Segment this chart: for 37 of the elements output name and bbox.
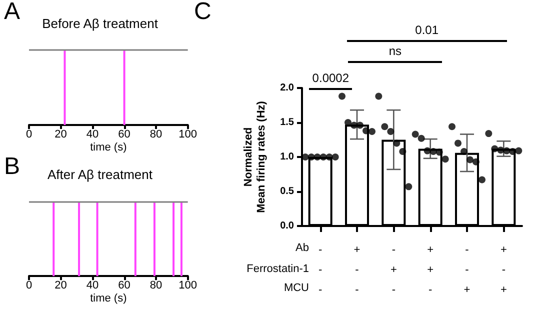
text: B <box>4 153 20 181</box>
y-axis-title: Normalized Mean firing rates (Hz) <box>242 100 268 213</box>
x-tick-label: 60 <box>118 128 130 140</box>
x-tick-label: 0 <box>26 280 32 292</box>
x-tick-label: + - + <box>500 244 507 296</box>
x-tick-label: 100 <box>178 128 198 140</box>
y-tick-label: 0.5 <box>280 186 294 197</box>
x-tick-label: 60 <box>118 280 130 292</box>
x-tick-label: 20 <box>54 128 67 140</box>
x-tick-label: 0 <box>26 128 32 140</box>
y-tick-label: 2.0 <box>280 82 294 94</box>
x-tick-label: 80 <box>150 128 162 140</box>
chart-title: After Aβ treatment <box>47 167 153 182</box>
x-tick-label: - + - <box>390 244 397 296</box>
text: Ferrostatin-1 <box>246 263 309 275</box>
text: A <box>4 0 20 26</box>
x-tick-label: - - + <box>464 244 470 296</box>
x-tick-label: 80 <box>150 280 162 292</box>
y-tick-label: 1.0 <box>280 152 294 162</box>
x-axis-title: time (s) <box>90 142 127 154</box>
x-tick-label: + + - <box>427 244 434 296</box>
chart-title: Before Aβ treatment <box>42 16 158 31</box>
y-tick-label: 0.0 <box>280 220 294 232</box>
text: 0.0002 <box>312 71 350 85</box>
text: Ab <box>296 242 309 254</box>
text: ns <box>388 44 402 58</box>
x-tick-label: + - - <box>354 244 360 296</box>
text: 0.01 <box>415 23 439 37</box>
x-axis-title: time (s) <box>90 292 127 305</box>
y-tick-label: 1.5 <box>280 117 294 128</box>
text: C <box>194 0 212 26</box>
x-tick-label: 40 <box>86 280 99 292</box>
x-tick-label: 100 <box>178 280 198 292</box>
text: MCU <box>284 282 309 294</box>
x-tick-label: 40 <box>86 128 99 140</box>
x-tick-label: - - - <box>318 244 322 296</box>
x-tick-label: 20 <box>54 280 67 292</box>
